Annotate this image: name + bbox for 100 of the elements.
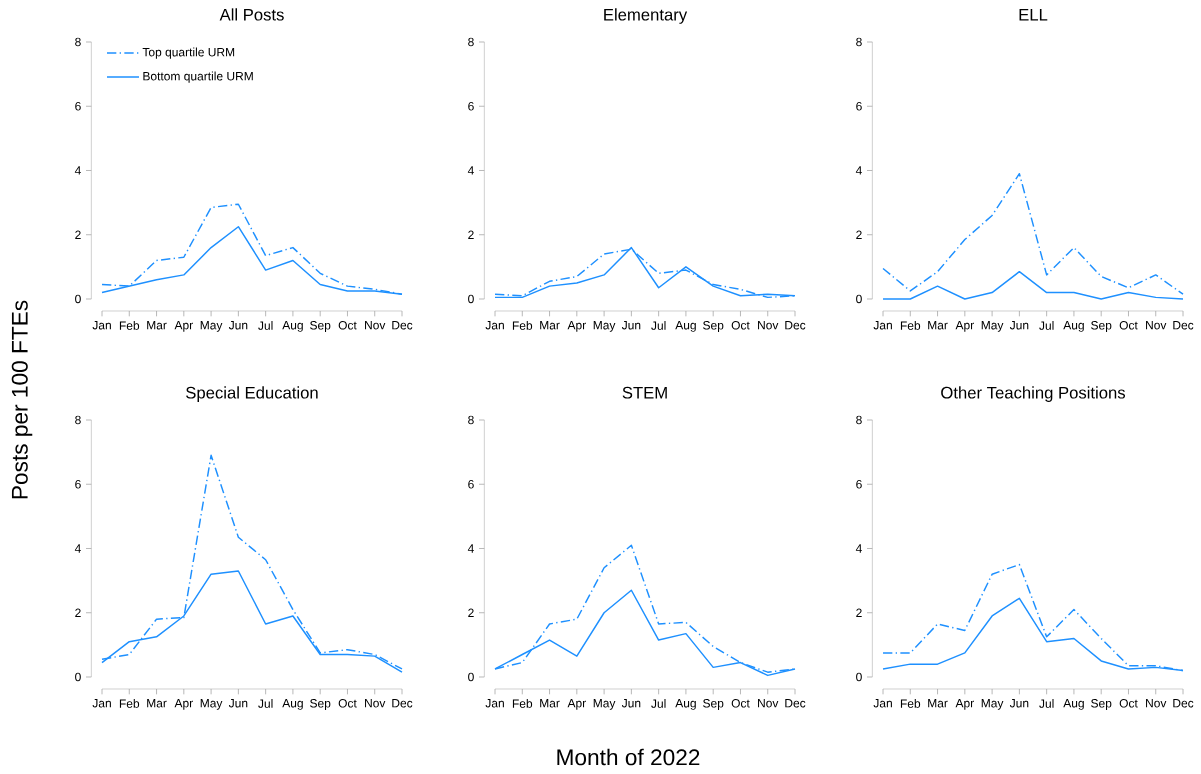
x-tick-label: Mar: [928, 321, 948, 330]
line-series: [882, 172, 1184, 295]
x-tick-label: Aug: [1063, 699, 1084, 710]
x-tick-label: Nov: [758, 321, 779, 330]
x-tick-label: Dec: [785, 321, 806, 330]
x-tick-label: Nov: [1146, 321, 1167, 330]
y-tick-label: 6: [75, 101, 81, 111]
x-tick-label: Nov: [758, 699, 779, 708]
x-tick-label: Dec: [785, 699, 806, 708]
x-tick-label: Oct: [1119, 321, 1138, 330]
x-tick-label: Sep: [310, 699, 331, 710]
x-tick-label: Jun: [1009, 321, 1029, 330]
y-tick-label: 8: [468, 415, 474, 425]
x-tick-label: Feb: [119, 321, 140, 330]
x-tick-label: May: [593, 699, 616, 710]
chart-title: Special Education: [186, 386, 318, 402]
y-axis-title: Posts per 100 FTEs: [11, 300, 33, 499]
y-tick-label: 0: [468, 294, 474, 304]
line-series: [882, 270, 1184, 300]
x-tick-label: Oct: [731, 321, 750, 330]
line-series: [101, 454, 403, 670]
chart-title: STEM: [622, 386, 667, 399]
x-tick-label: Aug: [675, 699, 696, 710]
x-tick-label: Apr: [567, 699, 586, 710]
y-tick-label: 6: [75, 479, 81, 489]
x-tick-label: Aug: [1063, 321, 1084, 332]
x-tick-label: Jan: [873, 699, 892, 708]
x-tick-label: Apr: [174, 321, 193, 332]
chart-title: All Posts: [219, 8, 284, 21]
y-tick-label: 8: [856, 415, 862, 425]
x-tick-label: Sep: [703, 699, 724, 710]
chart-title: ELL: [1019, 8, 1048, 21]
y-tick-label: 6: [856, 101, 862, 111]
x-tick-label: Mar: [147, 699, 167, 708]
y-tick-label: 4: [467, 544, 474, 553]
x-axis-title: Month of 2022: [557, 748, 700, 766]
x-tick-label: Oct: [338, 699, 357, 708]
x-tick-label: Sep: [703, 321, 724, 332]
y-tick-label: 4: [74, 544, 81, 553]
y-tick-label: 0: [75, 672, 81, 682]
x-tick-label: Nov: [365, 321, 386, 330]
x-tick-label: May: [593, 321, 616, 332]
x-tick-label: Feb: [512, 321, 533, 330]
x-tick-label: Jan: [873, 321, 892, 330]
y-tick-label: 6: [468, 479, 474, 489]
x-tick-label: Aug: [282, 321, 303, 332]
x-tick-label: May: [200, 699, 223, 710]
x-tick-label: Jan: [92, 321, 111, 330]
x-tick-label: May: [981, 321, 1004, 332]
x-tick-label: Jun: [621, 321, 641, 330]
x-tick-label: Jun: [1009, 699, 1029, 708]
y-tick-label: 2: [75, 608, 81, 617]
y-tick-label: 6: [468, 101, 474, 111]
x-tick-label: Apr: [955, 321, 974, 332]
x-tick-label: Jun: [228, 321, 248, 330]
x-tick-label: Jul: [1039, 699, 1054, 708]
chart-title: Other Teaching Positions: [941, 386, 1126, 402]
y-tick-label: 8: [468, 37, 474, 47]
x-tick-label: Dec: [1173, 699, 1194, 708]
x-tick-label: Oct: [338, 321, 357, 330]
x-tick-label: Jul: [651, 321, 666, 330]
y-tick-label: 2: [468, 230, 474, 239]
x-tick-label: Mar: [540, 699, 560, 708]
x-tick-label: Jun: [228, 699, 248, 708]
y-tick-label: 0: [468, 672, 474, 682]
x-tick-label: Mar: [928, 699, 948, 708]
x-tick-label: Dec: [392, 321, 413, 330]
y-tick-label: 0: [75, 294, 81, 304]
y-tick-label: 2: [468, 608, 474, 617]
x-tick-label: Dec: [1173, 321, 1194, 330]
x-tick-label: Feb: [119, 699, 140, 708]
x-tick-label: Apr: [567, 321, 586, 332]
x-tick-label: Jul: [651, 699, 666, 708]
y-tick-label: 0: [856, 672, 862, 682]
y-tick-label: 2: [75, 230, 81, 239]
y-tick-label: 0: [856, 294, 862, 304]
x-tick-label: Aug: [675, 321, 696, 332]
x-tick-label: Sep: [1091, 699, 1112, 710]
x-tick-label: May: [981, 699, 1004, 710]
y-tick-label: 8: [75, 37, 81, 47]
x-tick-label: Oct: [731, 699, 750, 708]
x-tick-label: Feb: [900, 699, 921, 708]
y-tick-label: 4: [467, 166, 474, 175]
y-tick-label: 2: [856, 608, 862, 617]
x-tick-label: Jul: [258, 699, 273, 708]
y-tick-label: 2: [856, 230, 862, 239]
x-tick-label: Dec: [392, 699, 413, 708]
x-tick-label: Aug: [282, 699, 303, 710]
y-tick-label: 4: [855, 544, 862, 553]
x-tick-label: Jul: [1039, 321, 1054, 330]
x-tick-label: Apr: [174, 699, 193, 710]
legend-label: Top quartile URM: [142, 47, 235, 59]
y-tick-label: 8: [75, 415, 81, 425]
x-tick-label: Jan: [485, 699, 504, 708]
x-tick-label: Nov: [365, 699, 386, 708]
legend-label: Bottom quartile URM: [143, 71, 253, 83]
y-tick-label: 4: [855, 166, 862, 175]
x-tick-label: Mar: [147, 321, 167, 330]
x-tick-label: Mar: [540, 321, 560, 330]
x-tick-label: Sep: [1091, 321, 1112, 332]
